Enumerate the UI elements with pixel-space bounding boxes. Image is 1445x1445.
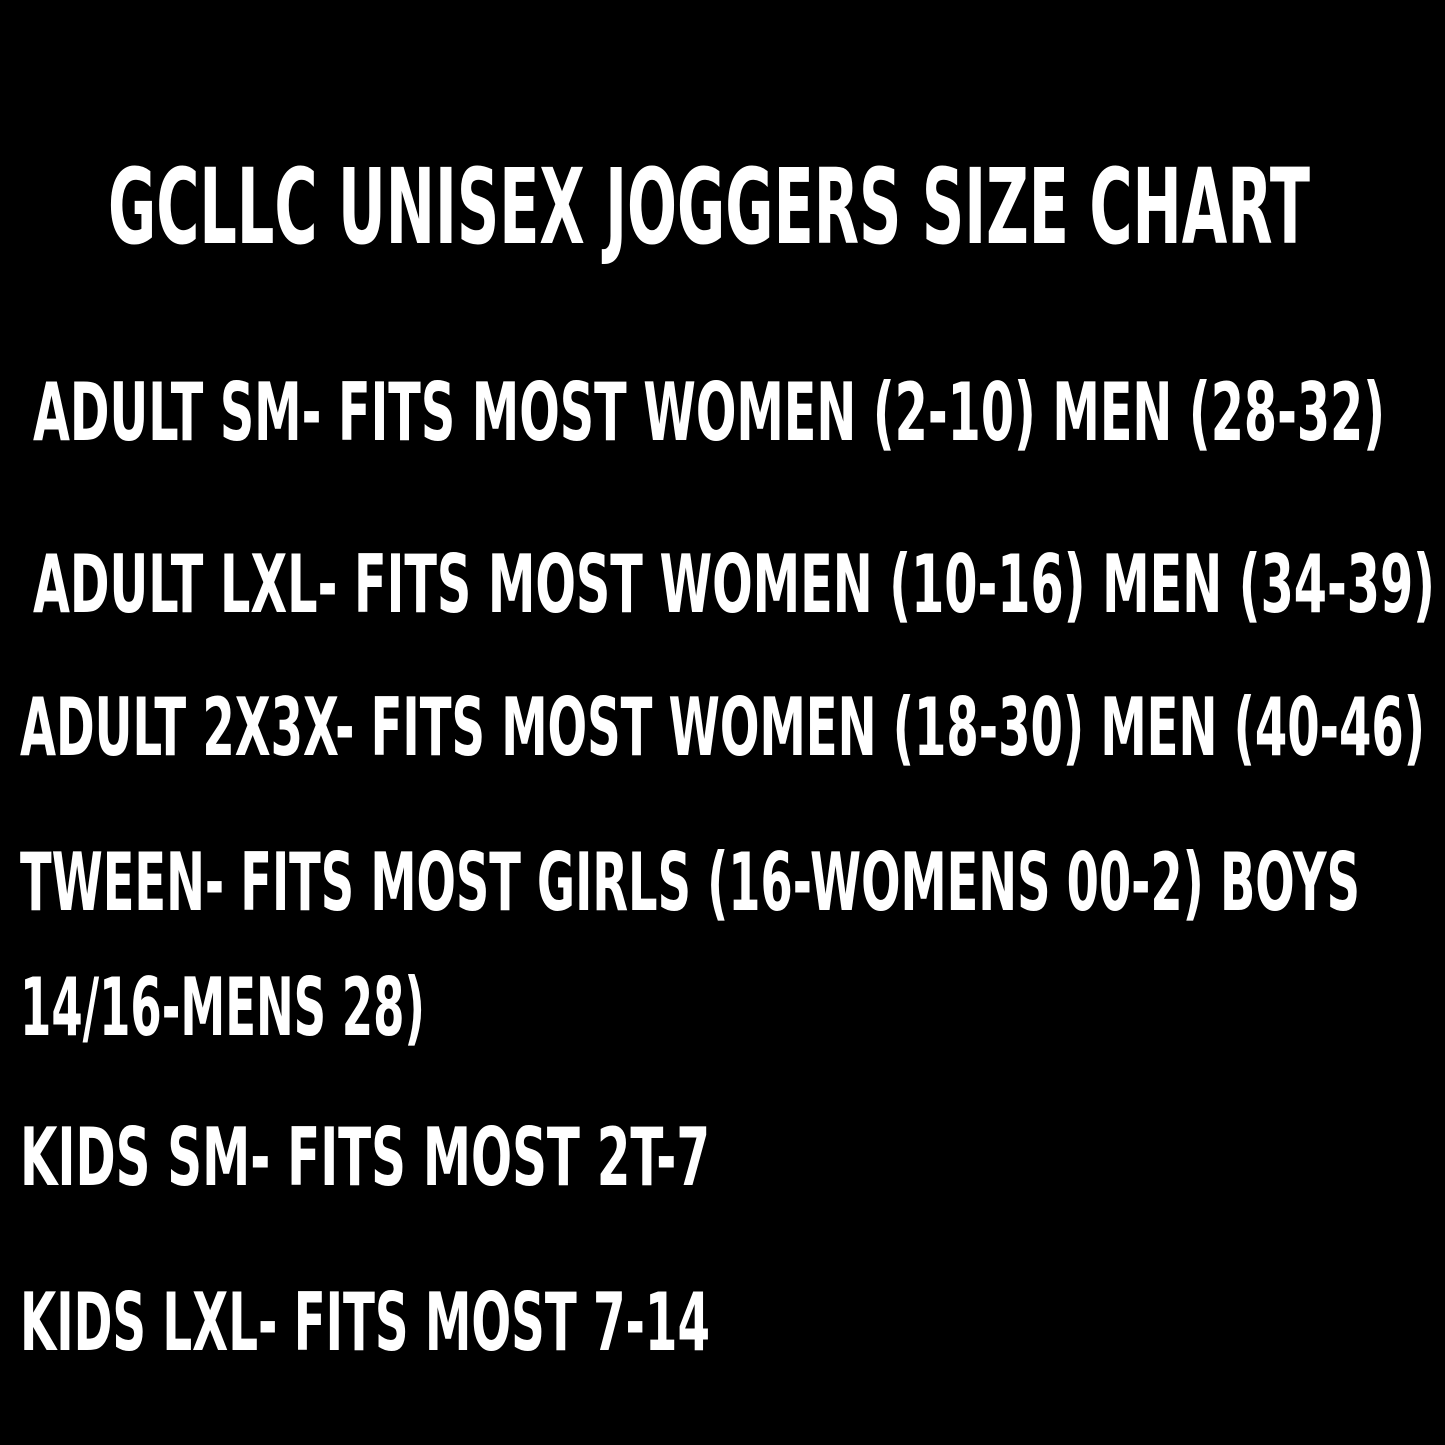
size-line: KIDS LXL- FITS MOST 7-14	[20, 1276, 710, 1369]
title: GCLLC UNISEX JOGGERS SIZE CHART	[108, 146, 1310, 268]
size-line: ADULT SM- FITS MOST WOMEN (2-10) MEN (28…	[33, 366, 1385, 459]
size-line: 14/16-MENS 28)	[20, 961, 425, 1054]
size-line: ADULT 2X3X- FITS MOST WOMEN (18-30) MEN …	[20, 681, 1425, 774]
size-line: TWEEN- FITS MOST GIRLS (16-WOMENS 00-2) …	[20, 836, 1360, 929]
size-line: KIDS SM- FITS MOST 2T-7	[20, 1111, 710, 1204]
size-line: ADULT LXL- FITS MOST WOMEN (10-16) MEN (…	[33, 538, 1435, 631]
